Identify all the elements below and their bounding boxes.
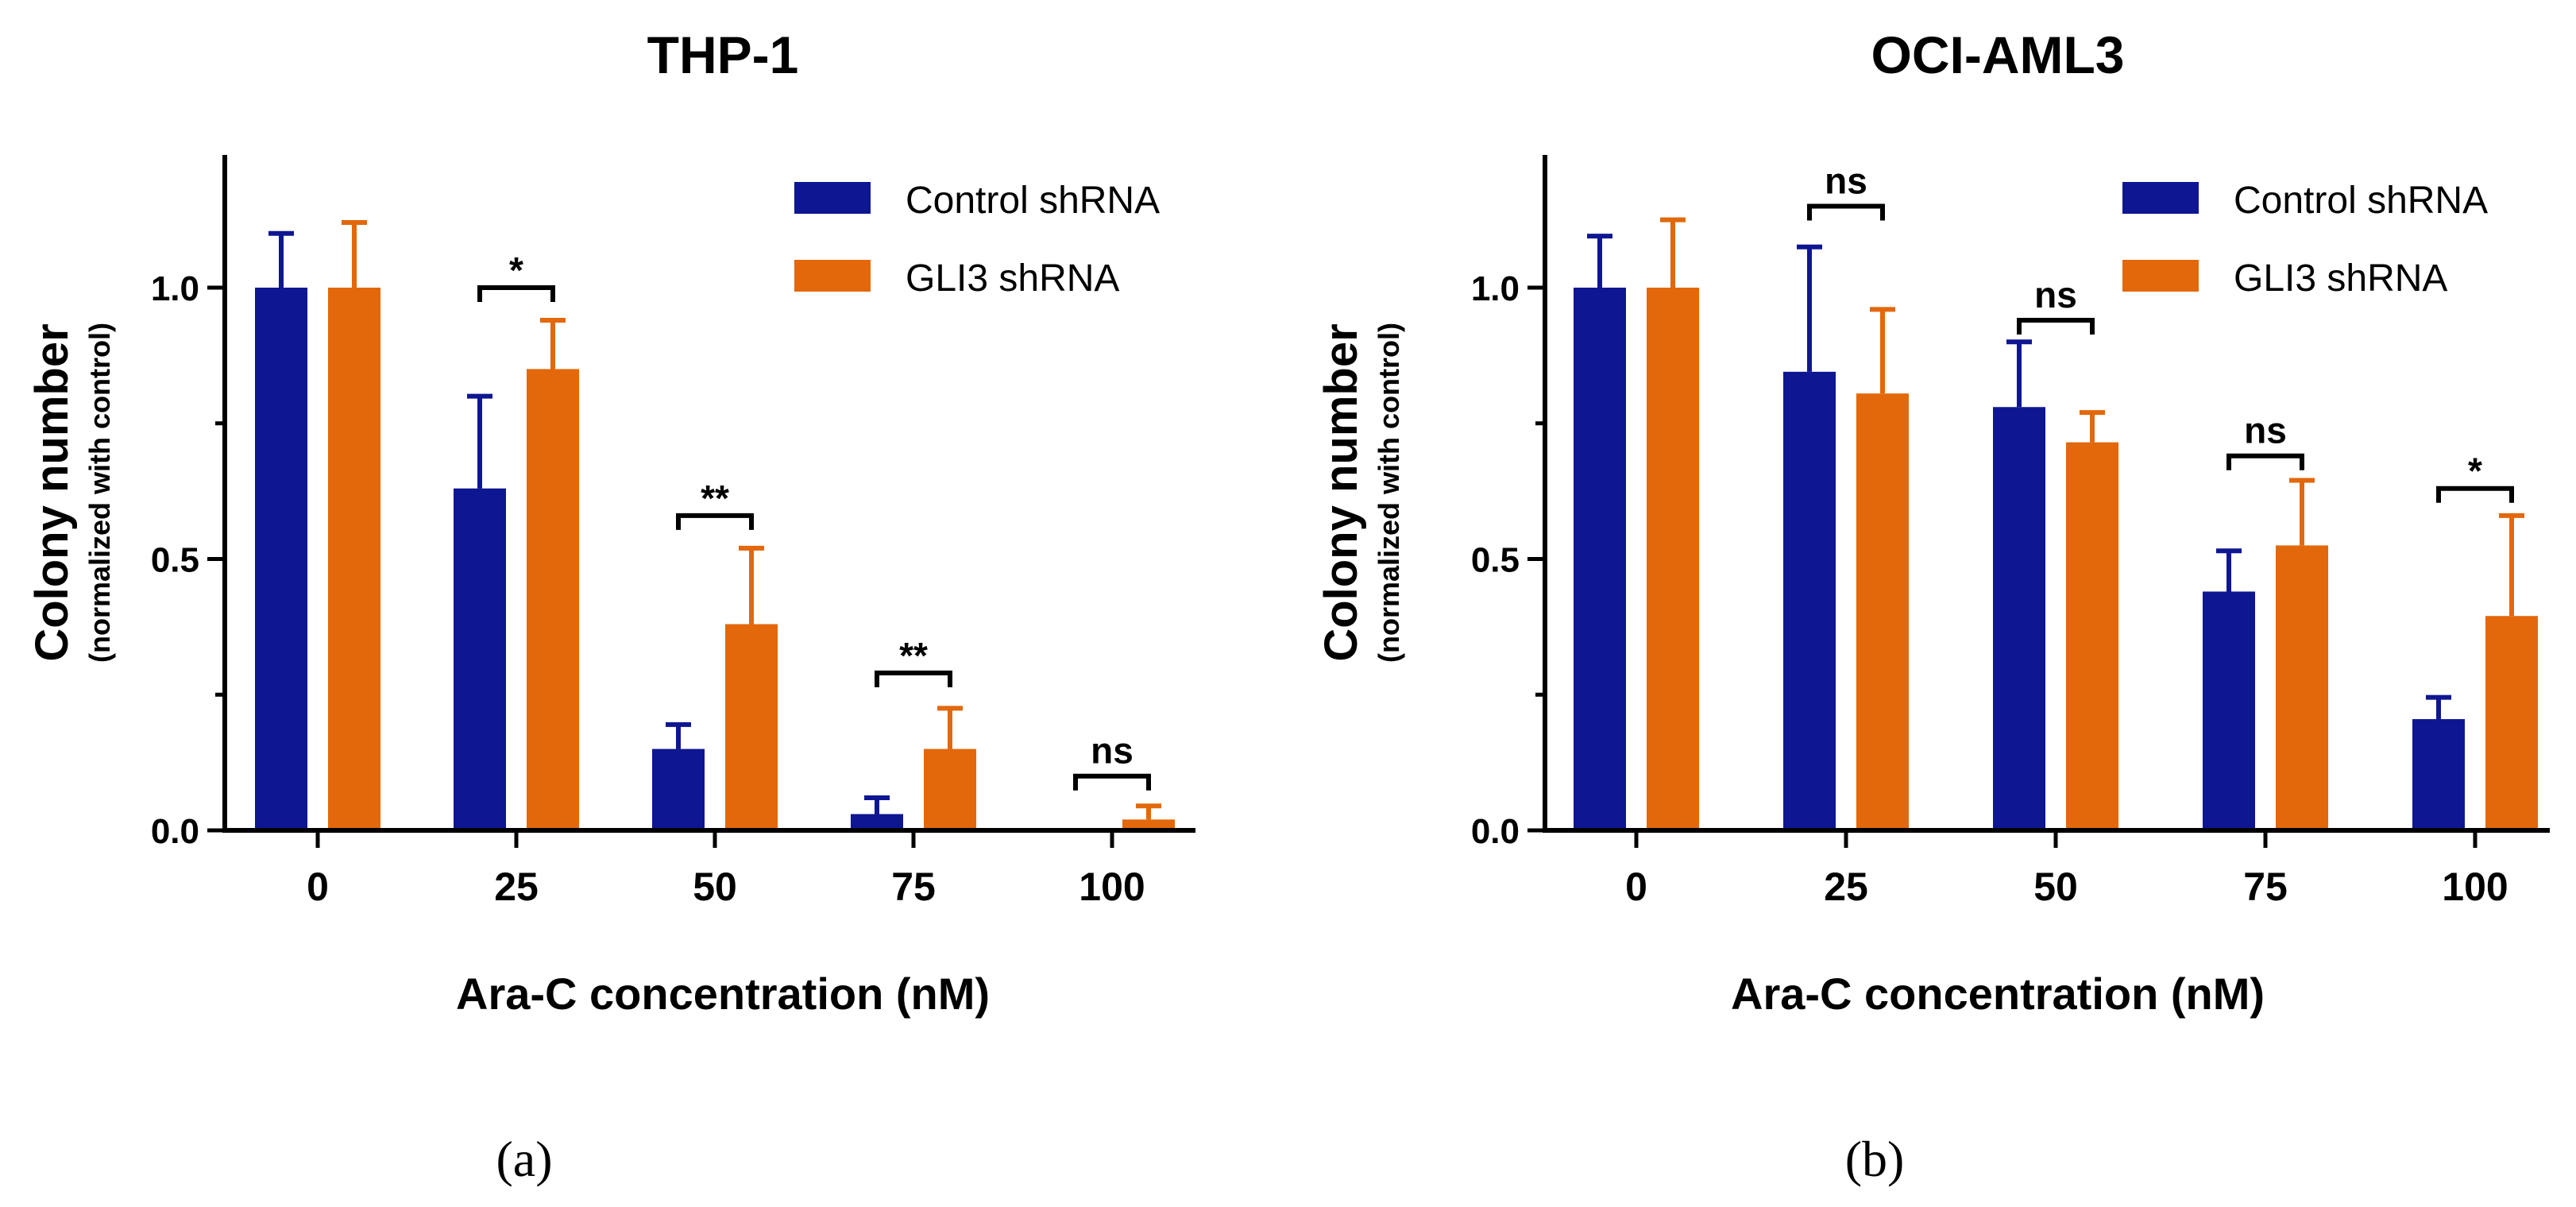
bar-control	[454, 488, 506, 830]
chart-thp1: THP-1 Colony number (normalized with con…	[26, 25, 1195, 1187]
bar-control	[255, 288, 307, 830]
legend-label-control: Control shRNA	[906, 180, 1160, 222]
bar-control	[2412, 718, 2465, 830]
bar-control	[851, 814, 903, 830]
bar-gli3	[1647, 288, 1699, 830]
panel-label: (b)	[1845, 1131, 1905, 1187]
significance-bracket	[1073, 773, 1151, 791]
bar-control	[1783, 371, 1836, 830]
bar-gli3	[527, 369, 579, 830]
chart-title: THP-1	[647, 25, 799, 84]
y-tick-label: 1.0	[151, 269, 199, 308]
significance-label: **	[899, 635, 928, 676]
y-tick-label: 1.0	[1471, 269, 1520, 308]
bar-control	[652, 749, 705, 830]
significance-label: **	[701, 478, 729, 519]
panel-label: (a)	[496, 1131, 552, 1187]
bar-control	[2203, 591, 2255, 830]
x-tick-label: 25	[494, 865, 539, 909]
bar-gli3	[2276, 545, 2328, 830]
significance-bracket	[2017, 317, 2095, 335]
significance-label: ns	[1825, 161, 1867, 202]
significance-bracket	[875, 670, 952, 687]
legend-swatch-gli3	[794, 260, 871, 292]
y-tick-label: 0.0	[1471, 812, 1520, 851]
x-axis-label: Ara-C concentration (nM)	[456, 969, 990, 1019]
significance-label: *	[509, 250, 523, 291]
y-axis-label: Colony number	[26, 323, 78, 661]
bar-gli3	[924, 749, 976, 830]
legend-label-control: Control shRNA	[2234, 180, 2488, 222]
bar-gli3	[328, 288, 380, 830]
bar-control	[1993, 407, 2045, 830]
x-tick-label: 0	[1625, 865, 1647, 909]
significance-label: ns	[2244, 410, 2287, 451]
x-tick-label: 75	[2243, 865, 2288, 909]
y-axis-label: Colony number	[1315, 323, 1367, 661]
y-tick-label: 0.0	[151, 812, 199, 851]
significance-bracket	[2436, 486, 2514, 503]
bar-gli3	[2485, 616, 2538, 830]
bar-gli3	[1122, 819, 1175, 830]
significance-bracket	[676, 513, 754, 530]
y-axis-sublabel: (normalized with control)	[1373, 323, 1405, 663]
x-axis-label: Ara-C concentration (nM)	[1731, 969, 2265, 1019]
x-tick-label: 50	[2033, 865, 2078, 909]
bar-control	[1574, 288, 1626, 830]
legend-swatch-control	[794, 182, 871, 214]
x-tick-label: 25	[1824, 865, 1868, 909]
bar-gli3	[1856, 393, 1909, 830]
y-axis-sublabel: (normalized with control)	[83, 323, 116, 663]
legend-label-gli3: GLI3 shRNA	[906, 257, 1119, 300]
x-tick-label: 100	[1079, 865, 1145, 909]
bar-gli3	[2066, 442, 2118, 830]
significance-label: ns	[1091, 730, 1134, 772]
significance-label: ns	[2034, 274, 2077, 315]
x-tick-label: 100	[2442, 865, 2508, 909]
significance-bracket	[477, 285, 555, 302]
x-tick-label: 0	[307, 865, 329, 909]
y-tick-label: 0.5	[151, 541, 199, 580]
bar-gli3	[725, 624, 778, 830]
significance-bracket	[1807, 203, 1885, 221]
legend: Control shRNA GLI3 shRNA	[794, 180, 1160, 300]
chart-title: OCI-AML3	[1871, 25, 2125, 84]
y-tick-label: 0.5	[1471, 541, 1520, 580]
legend-swatch-control	[2122, 182, 2199, 214]
x-tick-label: 75	[891, 865, 936, 909]
chart-oci-aml3: OCI-AML3 Colony number (normalized with …	[1315, 25, 2550, 1187]
significance-bracket	[2226, 453, 2304, 470]
legend-swatch-gli3	[2122, 260, 2199, 292]
legend: Control shRNA GLI3 shRNA	[2122, 180, 2488, 300]
legend-label-gli3: GLI3 shRNA	[2234, 257, 2447, 300]
x-tick-label: 50	[693, 865, 737, 909]
significance-label: *	[2468, 451, 2482, 492]
